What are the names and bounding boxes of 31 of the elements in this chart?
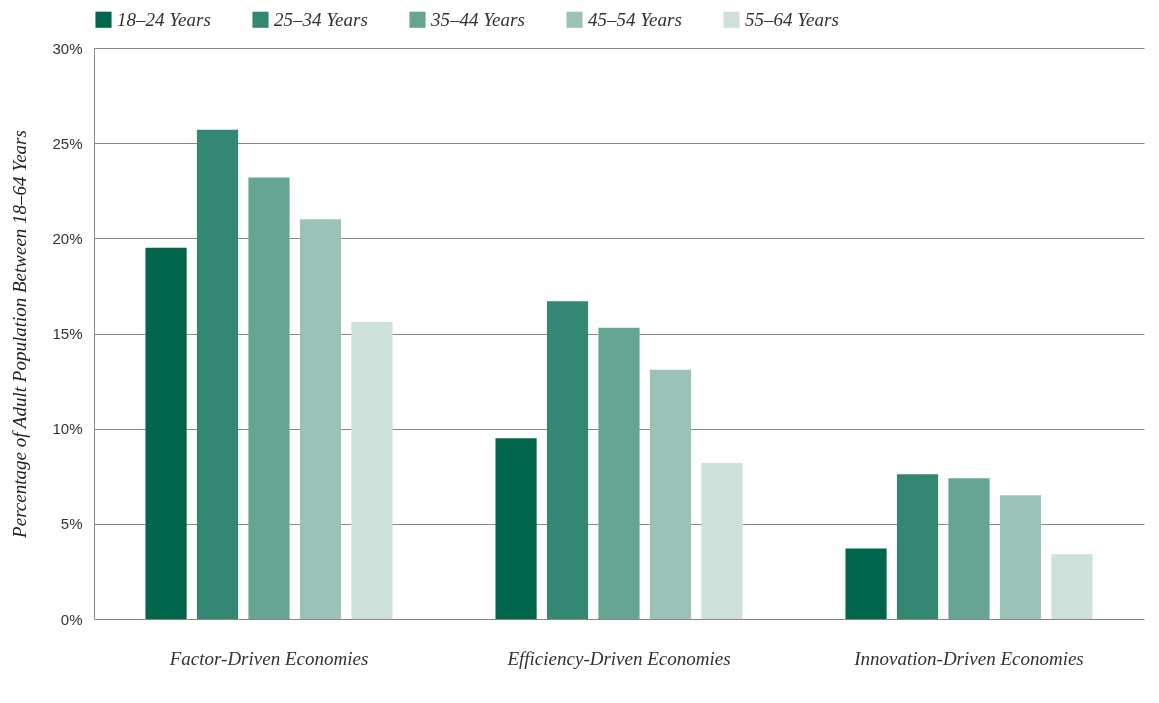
bar (351, 322, 393, 619)
bar (598, 327, 640, 619)
bar (145, 247, 187, 619)
y-tick-label: 10% (52, 420, 83, 438)
bar (896, 474, 939, 619)
bar (948, 478, 990, 619)
bar (546, 301, 589, 619)
bar (701, 462, 743, 619)
y-tick-label: 30% (52, 39, 83, 57)
legend-label: 18–24 Years (117, 8, 211, 30)
legend-label: 25–34 Years (274, 8, 368, 30)
y-tick-label: 15% (52, 325, 83, 342)
bar (1051, 554, 1093, 619)
y-tick-label: 25% (52, 134, 83, 152)
legend-label: 45–54 Years (588, 8, 682, 30)
bar (999, 495, 1042, 619)
bar (845, 548, 887, 619)
legend-label: 55–64 Years (745, 8, 839, 30)
x-tick-label: Innovation-Driven Economies (853, 647, 1084, 669)
legend-label: 35–44 Years (430, 8, 525, 30)
bar (649, 369, 692, 619)
y-tick-label: 20% (52, 229, 83, 247)
x-tick-label: Efficiency-Driven Economies (506, 647, 731, 669)
y-tick-label: 5% (60, 515, 83, 533)
x-tick-label: Factor-Driven Economies (168, 647, 369, 669)
bar (248, 177, 290, 619)
y-tick-label: 0% (60, 610, 83, 628)
bar (196, 129, 239, 619)
bar (299, 219, 342, 619)
bar (495, 438, 537, 619)
y-axis-title: Percentage of Adult Population Between 18–64 Years (9, 130, 31, 539)
